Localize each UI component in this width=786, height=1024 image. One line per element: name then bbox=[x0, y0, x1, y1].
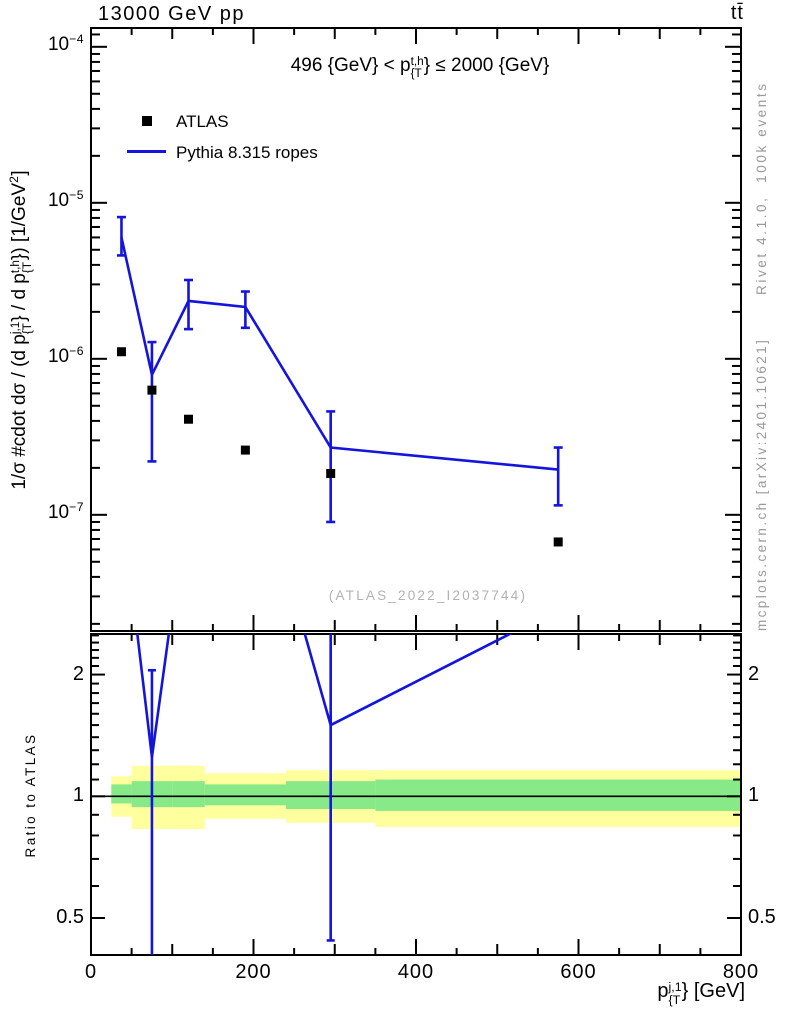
legend-label-pythia: Pythia 8.315 ropes bbox=[176, 143, 318, 162]
xtick-label-3: 600 bbox=[560, 961, 597, 983]
data-point-marker bbox=[147, 385, 157, 395]
stacked-script: t,h {T bbox=[9, 260, 35, 274]
data-point-marker bbox=[553, 537, 563, 547]
ratio-line bbox=[136, 634, 513, 758]
page-title: 13000 GeV pp bbox=[98, 3, 245, 25]
exponent: −5 bbox=[69, 188, 84, 203]
x-axis-label: p j,1 {T} [GeV] bbox=[657, 980, 745, 1007]
ratio-series bbox=[136, 634, 513, 955]
green-uncertainty-band bbox=[204, 784, 286, 806]
data-point-marker bbox=[184, 414, 193, 424]
ratio-ytick-label-left-1: 1 bbox=[72, 784, 84, 807]
x-ticks bbox=[130, 28, 702, 955]
main-series bbox=[116, 215, 563, 547]
analysis-watermark: (ATLAS_2022_I2037744) bbox=[328, 588, 528, 603]
cut-annotation: 496 {GeV} < p t,h {T} ≤ 2000 {GeV} bbox=[290, 55, 550, 81]
xtick-label-0: 0 bbox=[84, 961, 98, 983]
stacked-script: j,1 {T bbox=[9, 321, 35, 335]
ratio-ytick-label-left-2: 0.5 bbox=[56, 905, 84, 928]
exponent: −7 bbox=[69, 500, 84, 515]
legend-line-pythia-icon bbox=[127, 150, 166, 153]
xtick-label-4: 800 bbox=[722, 961, 760, 983]
ratio-ytick-label-right-0: 2 bbox=[748, 662, 760, 685]
superscript: 2 bbox=[7, 175, 22, 183]
main-y-ticks bbox=[91, 33, 741, 625]
data-point-marker bbox=[240, 445, 250, 455]
legend-label-atlas: ATLAS bbox=[176, 112, 229, 131]
main-y-axis-label: 1/σ #cdot dσ / (d p j,1 {T} / d p t,h {T}) [… bbox=[7, 170, 35, 490]
process-label: tt̄ bbox=[730, 2, 744, 24]
model-prediction-line bbox=[120, 237, 559, 471]
data-point-marker bbox=[116, 347, 126, 357]
stacked-script: t,h {T bbox=[410, 55, 424, 81]
exponent: −4 bbox=[69, 32, 84, 47]
mcplots-reference-text: mcplots.cern.ch [arXiv:2401.10621] bbox=[754, 337, 769, 631]
green-uncertainty-band bbox=[375, 779, 741, 811]
main-ytick-label-3: 10−7 bbox=[47, 500, 84, 523]
ratio-ytick-label-right-2: 0.5 bbox=[748, 905, 776, 928]
ratio-ytick-label-right-1: 1 bbox=[748, 784, 760, 807]
xtick-label-2: 400 bbox=[397, 961, 435, 983]
main-ytick-label-2: 10−6 bbox=[47, 344, 84, 367]
main-ytick-label-0: 10−4 bbox=[47, 32, 84, 55]
legend-marker-atlas-icon bbox=[142, 116, 152, 126]
exponent: −6 bbox=[69, 344, 84, 359]
green-uncertainty-band bbox=[172, 781, 205, 808]
xtick-label-1: 200 bbox=[235, 961, 272, 983]
rivet-version-text: Rivet 4.1.0, 100k events bbox=[754, 81, 769, 295]
data-point-marker bbox=[326, 469, 336, 479]
ratio-ytick-label-left-0: 2 bbox=[72, 662, 84, 685]
green-uncertainty-band bbox=[111, 784, 132, 804]
main-ytick-label-1: 10−5 bbox=[47, 188, 84, 211]
ratio-uncertainty-bands bbox=[91, 765, 741, 830]
ratio-y-ticks bbox=[91, 634, 741, 919]
stacked-script: j,1 {T bbox=[668, 980, 682, 1007]
